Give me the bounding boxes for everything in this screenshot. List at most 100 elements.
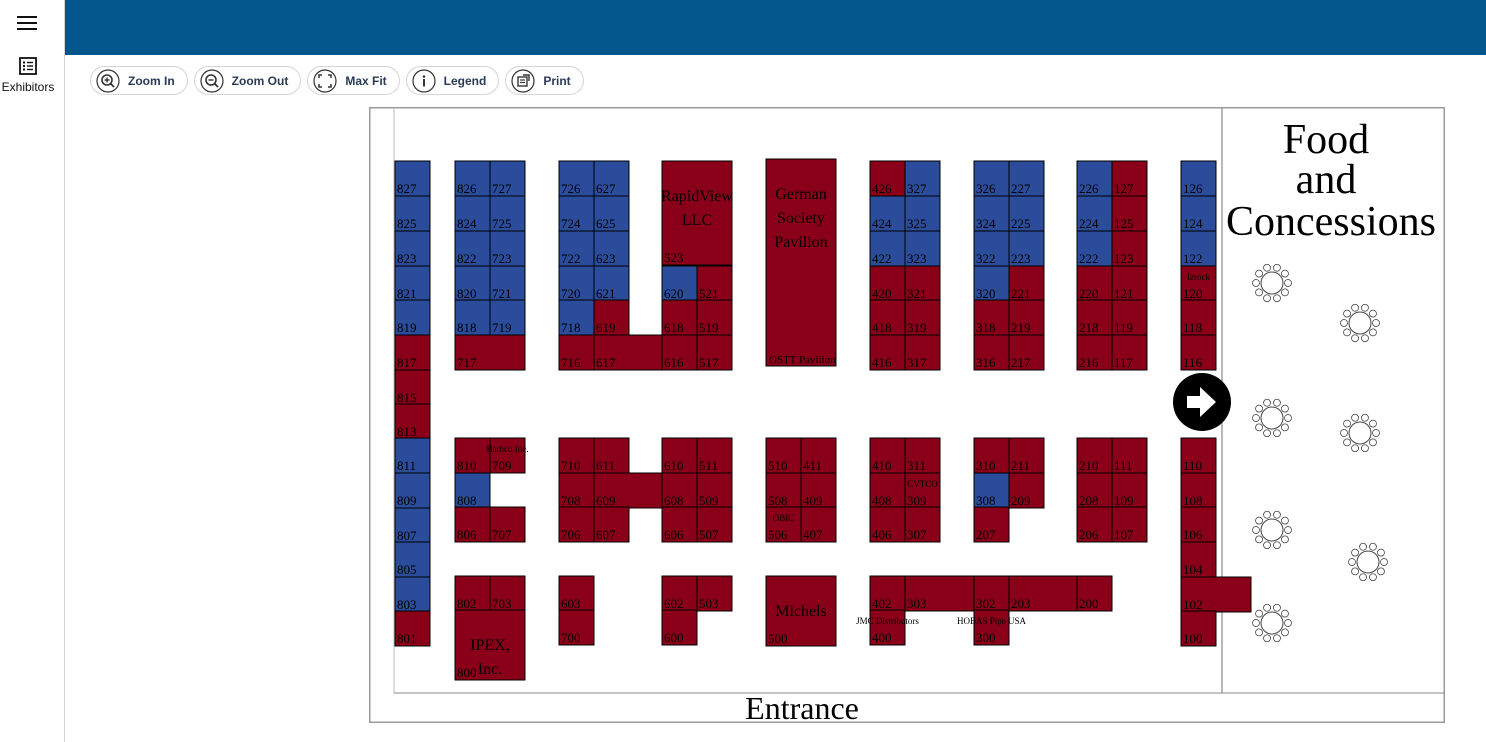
booth-800[interactable]: 800 IPEX, Inc. (454, 609, 526, 681)
booth-324[interactable]: 324 (973, 195, 1010, 232)
booth-710[interactable]: 710 (558, 437, 595, 474)
booth-721[interactable]: 721 (489, 265, 526, 302)
booth-216[interactable]: 216 (1076, 334, 1113, 371)
floor-plan-svg[interactable]: 827 825 823 821 819 817 815 813 811 809 807 805 803 8… (369, 107, 1445, 723)
booth-719[interactable]: 719 (489, 299, 526, 336)
booth-111[interactable]: 111 (1111, 437, 1148, 474)
booth-209[interactable]: 209 (1008, 472, 1045, 509)
booth-808[interactable]: 808 (454, 472, 491, 509)
booth-823[interactable]: 823 (394, 230, 431, 267)
booth-227[interactable]: 227 (1008, 160, 1045, 197)
booth-207[interactable]: 207 (973, 506, 1010, 543)
booth-210[interactable]: 210 (1076, 437, 1113, 474)
legend-button[interactable]: Legend (405, 66, 500, 95)
booth-123[interactable]: 123 (1111, 230, 1148, 267)
booth-616[interactable]: 616 (661, 334, 698, 371)
booth-608[interactable]: 608 (661, 472, 698, 509)
booth-317[interactable]: 317 (904, 334, 941, 371)
booth-819[interactable]: 819 (394, 299, 431, 336)
booth-824[interactable]: 824 (454, 195, 491, 232)
booth-807[interactable]: 807 (394, 507, 431, 544)
booth-720[interactable]: 720 (558, 265, 595, 302)
booth-717[interactable]: 717 (454, 334, 526, 371)
booth-224[interactable]: 224 (1076, 195, 1113, 232)
booth-316[interactable]: 316 (973, 334, 1010, 371)
booth-424[interactable]: 424 (869, 195, 906, 232)
booth-805[interactable]: 805 (394, 541, 431, 578)
booth-318[interactable]: 318 (973, 299, 1010, 336)
booth-827[interactable]: 827 (394, 160, 431, 197)
booth-323[interactable]: 323 (904, 230, 941, 267)
booth-303[interactable]: 303 (904, 575, 976, 612)
booth-521[interactable]: 521 (696, 265, 733, 302)
booth-326[interactable]: 326 (973, 160, 1010, 197)
booth-726[interactable]: 726 (558, 160, 595, 197)
print-button[interactable]: Print (505, 66, 584, 95)
booth-621[interactable]: 621 (593, 265, 630, 302)
booth-418[interactable]: 418 (869, 299, 906, 336)
booth-200[interactable]: 200 (1076, 575, 1113, 612)
booth-406[interactable]: 406 (869, 506, 906, 543)
booth-327[interactable]: 327 (904, 160, 941, 197)
booth-223[interactable]: 223 (1008, 230, 1045, 267)
booth-121[interactable]: 121 (1111, 265, 1148, 302)
booth-422[interactable]: 422 (869, 230, 906, 267)
booth-510[interactable]: 510 (765, 437, 802, 474)
booth-509[interactable]: 509 (696, 472, 733, 509)
booth-818[interactable]: 818 (454, 299, 491, 336)
booth-311[interactable]: 311 (904, 437, 941, 474)
booth-806[interactable]: 806 (454, 506, 491, 543)
booth-124[interactable]: 124 (1180, 195, 1217, 232)
booth-108[interactable]: 108 (1180, 472, 1217, 509)
booth-627[interactable]: 627 (593, 160, 630, 197)
floor-plan-map[interactable]: 827 825 823 821 819 817 815 813 811 809 807 805 803 8… (369, 107, 1445, 723)
booth-822[interactable]: 822 (454, 230, 491, 267)
booth-625[interactable]: 625 (593, 195, 630, 232)
booth-700[interactable]: 700 (558, 609, 595, 646)
booth-817[interactable]: 817 (394, 334, 431, 371)
booth-623[interactable]: 623 (593, 230, 630, 267)
booth-120[interactable]: 120 Izrock (1180, 265, 1217, 302)
max-fit-button[interactable]: Max Fit (307, 66, 400, 95)
booth-810[interactable]: 810 (454, 437, 491, 474)
booth-319[interactable]: 319 (904, 299, 941, 336)
booth-500[interactable]: 500 Michels (765, 575, 837, 647)
booth-606[interactable]: 606 (661, 506, 698, 543)
booth-416[interactable]: 416 (869, 334, 906, 371)
booth-302[interactable]: 302 (973, 575, 1010, 612)
booth-508[interactable]: 508 (765, 472, 802, 509)
booth-620[interactable]: 620 (661, 265, 698, 302)
zoom-out-button[interactable]: Zoom Out (193, 66, 302, 95)
booth-617[interactable]: 617 (593, 334, 665, 371)
booth-208[interactable]: 208 (1076, 472, 1113, 509)
booth-802[interactable]: 802 (454, 575, 491, 612)
exhibitors-button[interactable]: Exhibitors (0, 56, 56, 100)
booth-709[interactable]: 709 Barbco Inc. (487, 437, 529, 474)
booth-300[interactable]: 300 HOBAS Pipe USA (957, 609, 1027, 646)
booth-320[interactable]: 320 (973, 265, 1010, 302)
booth-723[interactable]: 723 (489, 230, 526, 267)
booth-820[interactable]: 820 (454, 265, 491, 302)
booth-519[interactable]: 519 (696, 299, 733, 336)
booth-321[interactable]: 321 (904, 265, 941, 302)
booth-107[interactable]: 107 (1111, 506, 1148, 543)
hamburger-menu-icon[interactable] (16, 12, 40, 34)
booth-307[interactable]: 307 (904, 506, 941, 543)
zoom-in-button[interactable]: Zoom In (90, 66, 188, 95)
booth-716[interactable]: 716 (558, 334, 595, 371)
booth-811[interactable]: 811 (394, 437, 431, 474)
booth-211[interactable]: 211 (1008, 437, 1045, 474)
booth-100[interactable]: 100 (1180, 610, 1217, 647)
booth-116[interactable]: 116 (1180, 334, 1217, 371)
booth-603[interactable]: 603 (558, 575, 595, 612)
booth-707[interactable]: 707 (489, 506, 526, 543)
booth-826[interactable]: 826 (454, 160, 491, 197)
booth-322[interactable]: 322 (973, 230, 1010, 267)
booth-503[interactable]: 503 (696, 575, 733, 612)
booth-506[interactable]: 506 OBIC (765, 506, 802, 543)
booth-226[interactable]: 226 (1076, 160, 1113, 197)
booth-411[interactable]: 411 (800, 437, 837, 474)
booth-722[interactable]: 722 (558, 230, 595, 267)
booth-607[interactable]: 607 (593, 506, 630, 543)
booth-122[interactable]: 122 (1180, 230, 1217, 267)
